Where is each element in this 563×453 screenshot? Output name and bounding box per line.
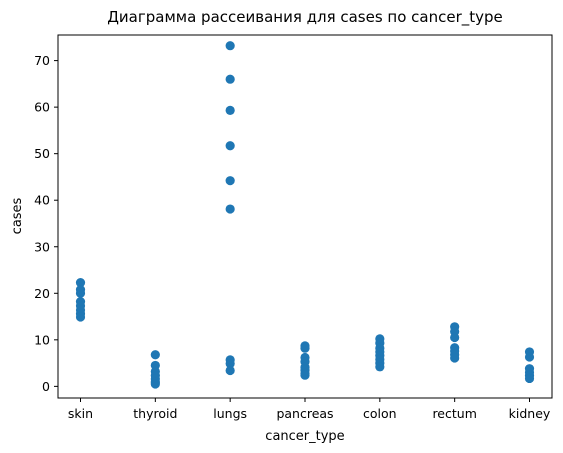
- y-axis-ticks: 0 10 20 30 40 50 60 70: [34, 53, 58, 394]
- y-tick-label: 70: [34, 53, 50, 68]
- x-tick-label: thyroid: [133, 406, 177, 421]
- data-point: [150, 350, 160, 360]
- data-point: [524, 373, 535, 384]
- x-tick-label: pancreas: [276, 406, 333, 421]
- data-point: [375, 362, 385, 372]
- data-point: [450, 353, 460, 363]
- x-tick-label: skin: [68, 406, 93, 421]
- data-point: [300, 343, 310, 353]
- x-tick-label: kidney: [509, 406, 551, 421]
- y-tick-label: 60: [34, 100, 50, 115]
- x-axis-label: cancer_type: [265, 429, 344, 444]
- y-tick-label: 20: [34, 286, 50, 301]
- data-point: [225, 176, 235, 186]
- data-point: [300, 370, 310, 380]
- chart-title: Диаграмма рассеивания для cases по cance…: [107, 8, 503, 27]
- data-point: [150, 379, 160, 389]
- data-point: [75, 312, 86, 322]
- y-tick-label: 0: [42, 379, 50, 394]
- x-tick-label: colon: [363, 406, 397, 421]
- data-point: [75, 288, 86, 298]
- data-point: [225, 105, 235, 115]
- data-point: [225, 365, 235, 376]
- data-point: [225, 204, 235, 214]
- data-point: [225, 41, 235, 51]
- plot-area-frame: [57, 34, 553, 399]
- data-point: [75, 277, 86, 288]
- y-tick-label: 40: [34, 193, 50, 208]
- data-point: [450, 332, 460, 343]
- data-point: [225, 358, 235, 369]
- y-axis-label: cases: [10, 197, 25, 234]
- data-point: [524, 352, 535, 362]
- data-point: [225, 74, 235, 84]
- x-tick-label: rectum: [432, 406, 476, 421]
- y-tick-label: 10: [34, 332, 50, 347]
- y-tick-label: 30: [34, 239, 50, 254]
- data-point: [225, 141, 235, 151]
- x-axis-ticks: skin thyroid lungs pancreas colon rectum kidne…: [68, 398, 551, 421]
- x-tick-label: lungs: [213, 406, 247, 421]
- y-tick-label: 50: [34, 146, 50, 161]
- points-layer: [75, 41, 535, 389]
